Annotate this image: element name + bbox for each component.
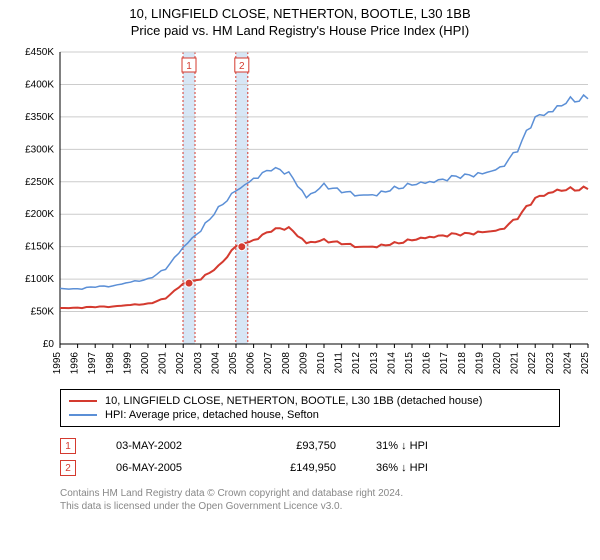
svg-text:2016: 2016	[422, 352, 433, 375]
svg-text:£50K: £50K	[31, 307, 55, 318]
svg-text:2004: 2004	[210, 352, 221, 375]
svg-text:2019: 2019	[474, 352, 485, 375]
marker-number: 1	[60, 438, 76, 454]
svg-text:2022: 2022	[527, 352, 538, 375]
price-chart: 1 2 £0 £50K £100K £150K £200K £250K £300K £350K £4…	[0, 46, 600, 381]
svg-text:2013: 2013	[369, 352, 380, 375]
marker-hpi: 31% ↓ HPI	[376, 440, 456, 452]
svg-text:£300K: £300K	[25, 144, 54, 155]
svg-text:2: 2	[239, 61, 245, 72]
svg-text:1997: 1997	[87, 352, 98, 375]
svg-text:2018: 2018	[457, 352, 468, 375]
svg-text:2008: 2008	[281, 352, 292, 375]
marker-price: £93,750	[266, 440, 336, 452]
svg-text:1999: 1999	[122, 352, 133, 375]
marker-number: 2	[60, 460, 76, 476]
svg-text:1996: 1996	[70, 352, 81, 375]
legend-item: HPI: Average price, detached house, Seft…	[69, 408, 551, 422]
footer-attribution: Contains HM Land Registry data © Crown c…	[60, 487, 560, 513]
legend-label: HPI: Average price, detached house, Seft…	[105, 409, 319, 421]
svg-text:1: 1	[186, 61, 192, 72]
svg-text:1995: 1995	[52, 352, 63, 375]
svg-text:2024: 2024	[562, 352, 573, 375]
svg-text:2014: 2014	[386, 352, 397, 375]
svg-text:1998: 1998	[105, 352, 116, 375]
svg-text:2021: 2021	[510, 352, 521, 375]
legend-swatch	[69, 400, 97, 402]
legend-label: 10, LINGFIELD CLOSE, NETHERTON, BOOTLE, …	[105, 395, 482, 407]
svg-text:2012: 2012	[351, 352, 362, 375]
svg-text:2009: 2009	[298, 352, 309, 375]
svg-text:2017: 2017	[439, 352, 450, 375]
footer-line-1: Contains HM Land Registry data © Crown c…	[60, 487, 560, 500]
svg-text:2000: 2000	[140, 352, 151, 375]
legend-item: 10, LINGFIELD CLOSE, NETHERTON, BOOTLE, …	[69, 394, 551, 408]
page-subtitle: Price paid vs. HM Land Registry's House …	[0, 23, 600, 38]
svg-text:2005: 2005	[228, 352, 239, 375]
marker-date: 03-MAY-2002	[116, 440, 226, 452]
svg-text:2020: 2020	[492, 352, 503, 375]
legend-swatch	[69, 414, 97, 416]
page-title: 10, LINGFIELD CLOSE, NETHERTON, BOOTLE, …	[0, 6, 600, 21]
svg-text:2011: 2011	[334, 352, 345, 374]
svg-text:2003: 2003	[193, 352, 204, 375]
marker-price: £149,950	[266, 462, 336, 474]
svg-text:£250K: £250K	[25, 177, 54, 188]
svg-text:£0: £0	[43, 339, 55, 350]
marker-row: 1 03-MAY-2002 £93,750 31% ↓ HPI	[60, 435, 560, 457]
legend: 10, LINGFIELD CLOSE, NETHERTON, BOOTLE, …	[60, 389, 560, 427]
svg-text:£200K: £200K	[25, 209, 54, 220]
svg-text:2015: 2015	[404, 352, 415, 375]
svg-text:2010: 2010	[316, 352, 327, 375]
svg-text:2023: 2023	[545, 352, 556, 375]
marker-date: 06-MAY-2005	[116, 462, 226, 474]
svg-text:£450K: £450K	[25, 47, 54, 58]
svg-text:£400K: £400K	[25, 79, 54, 90]
marker-row: 2 06-MAY-2005 £149,950 36% ↓ HPI	[60, 457, 560, 479]
svg-text:2007: 2007	[263, 352, 274, 375]
svg-text:2006: 2006	[246, 352, 257, 375]
svg-text:£350K: £350K	[25, 112, 54, 123]
svg-text:£100K: £100K	[25, 274, 54, 285]
svg-text:£150K: £150K	[25, 242, 54, 253]
svg-text:2002: 2002	[175, 352, 186, 375]
marker-hpi: 36% ↓ HPI	[376, 462, 456, 474]
svg-text:2001: 2001	[158, 352, 169, 375]
svg-text:2025: 2025	[580, 352, 591, 375]
marker-table: 1 03-MAY-2002 £93,750 31% ↓ HPI 2 06-MAY-2005…	[60, 435, 560, 479]
footer-line-2: This data is licensed under the Open Gov…	[60, 500, 560, 513]
